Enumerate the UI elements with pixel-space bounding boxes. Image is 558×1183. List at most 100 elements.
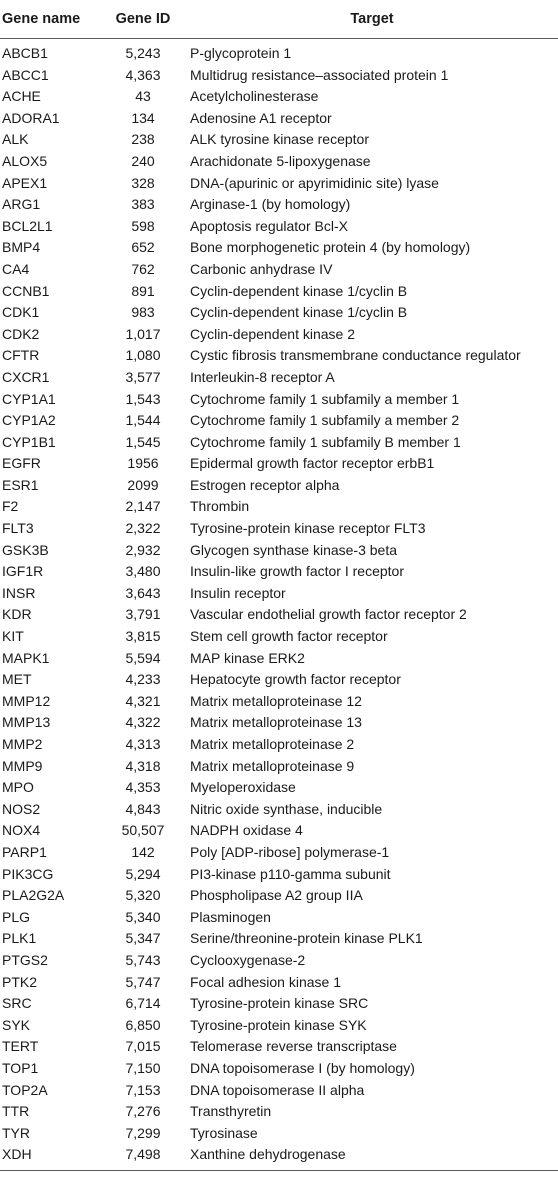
table-row: INSR 3,643 Insulin receptor [0,583,558,605]
table-row: ACHE 43 Acetylcholinesterase [0,86,558,108]
gene-id-cell: 4,313 [125,736,161,752]
gene-id-cell: 3,791 [125,606,161,623]
gene-id-cell: 1,017 [125,325,161,342]
target-cell: Cyclin-dependent kinase 2 [190,325,355,342]
gene-name-cell: ESR1 [2,476,39,493]
table-row: CYP1A2 1,544 Cytochrome family 1 subfamily… [0,410,558,432]
table-row: MAPK1 5,594 MAP kinase ERK2 [0,648,558,670]
gene-name-cell: ALOX5 [2,152,48,169]
gene-id-cell: 238 [131,131,155,148]
target-cell: MAP kinase ERK2 [190,649,305,666]
target-cell: DNA topoisomerase I (by homology) [190,1059,415,1076]
table-row: MMP9 4,318 Matrix metalloproteinase 9 [0,756,558,778]
table-row: PARP1 142 Poly [ADP-ribose] polymerase-1 [0,842,558,864]
table-row: KIT 3,815 Stem cell growth factor receptor [0,626,558,648]
table-row: CDK1 983 Cyclin-dependent kinase 1/cyclin … [0,302,558,324]
gene-id-cell: 4,363 [125,66,161,83]
gene-name-cell: TERT [2,1038,39,1055]
gene-id-cell: 1956 [127,455,159,472]
target-cell: Vascular endothelial growth factor recep… [190,606,467,623]
table-row: F2 2,147 Thrombin [0,496,558,518]
gene-id-cell: 4,322 [125,714,161,731]
gene-name-cell: ADORA1 [2,109,60,126]
gene-name-cell: IGF1R [2,563,44,580]
target-cell: Carbonic anhydrase IV [190,260,333,277]
table-row: MMP12 4,321 Matrix metalloproteinase 12 [0,691,558,713]
gene-name-cell: TOP2A [2,1081,48,1098]
target-cell: Tyrosinase [190,1124,258,1141]
gene-name-cell: TTR [2,1103,30,1120]
gene-name-cell: SYK [2,1016,31,1033]
gene-id-cell: 4,321 [125,692,161,709]
target-cell: Insulin-like growth factor I receptor [190,563,404,580]
gene-name-cell: FLT3 [2,520,34,537]
gene-name-cell: ACHE [2,88,41,105]
gene-name-cell: PTGS2 [2,951,48,968]
target-cell: Cyclin-dependent kinase 1/cyclin B [190,304,408,321]
target-cell: Cytochrome family 1 subfamily B member 1 [190,433,461,450]
table-row: EGFR 1956 Epidermal growth factor receptor… [0,453,558,475]
target-cell: Matrix metalloproteinase 13 [190,714,362,731]
target-cell: Plasminogen [190,908,271,925]
table-row: GSK3B 2,932 Glycogen synthase kinase-3 bet… [0,540,558,562]
gene-name-cell: CCNB1 [2,282,50,299]
table-row: PLK1 5,347 Serine/threonine-protein kinase… [0,928,558,950]
gene-id-cell: 6,850 [125,1016,161,1033]
table-row: PLG 5,340 Plasminogen [0,907,558,929]
table-row: MMP13 4,322 Matrix metalloproteinase 13 [0,712,558,734]
gene-name-cell: MMP12 [2,692,51,709]
target-cell: Interleukin-8 receptor A [190,368,335,385]
table-row: ADORA1 134 Adenosine A1 receptor [0,108,558,130]
target-cell: ALK tyrosine kinase receptor [190,131,369,148]
table-row: TOP2A 7,153 DNA topoisomerase II alpha [0,1080,558,1102]
target-cell: Xanthine dehydrogenase [190,1146,346,1163]
gene-id-cell: 134 [131,109,155,126]
table-row: CYP1A1 1,543 Cytochrome family 1 subfamily… [0,389,558,411]
table-row: APEX1 328 DNA-(apurinic or apyrimidinic si… [0,173,558,195]
gene-name-cell: BMP4 [2,239,41,256]
table-row: PTK2 5,747 Focal adhesion kinase 1 [0,972,558,994]
gene-id-cell: 3,480 [125,563,161,580]
target-cell: Stem cell growth factor receptor [190,628,388,645]
gene-name-cell: F2 [2,498,19,515]
gene-id-cell: 50,507 [121,822,165,839]
gene-name-cell: PIK3CG [2,865,54,882]
gene-id-cell: 1,543 [125,390,161,407]
gene-id-cell: 7,299 [125,1124,161,1141]
target-cell: Bone morphogenetic protein 4 (by homolog… [190,239,471,256]
gene-id-cell: 762 [131,260,155,277]
gene-name-cell: CYP1B1 [2,433,56,450]
table-row: SRC 6,714 Tyrosine-protein kinase SRC [0,993,558,1015]
table-row: TYR 7,299 Tyrosinase [0,1123,558,1145]
gene-id-cell: 7,153 [125,1081,161,1098]
target-cell: Tyrosine-protein kinase receptor FLT3 [190,520,426,537]
gene-id-cell: 5,594 [125,649,161,666]
table-row: IGF1R 3,480 Insulin-like growth factor I r… [0,561,558,583]
table-row: ALK 238 ALK tyrosine kinase receptor [0,129,558,151]
table-header: Gene name Gene ID Target [0,0,558,39]
gene-id-cell: 7,276 [125,1103,161,1120]
gene-id-cell: 983 [131,304,155,321]
table-row: PTGS2 5,743 Cyclooxygenase-2 [0,950,558,972]
gene-id-cell: 3,815 [125,628,161,645]
target-cell: Myeloperoxidase [190,779,296,796]
table-row: MET 4,233 Hepatocyte growth factor recepto… [0,669,558,691]
gene-name-cell: MET [2,671,32,688]
gene-name-cell: MPO [2,779,34,796]
target-cell: Cytochrome family 1 subfamily a member 1 [190,390,460,407]
gene-id-cell: 5,747 [125,973,161,990]
target-cell: Thrombin [190,498,250,515]
gene-name-cell: CYP1A1 [2,390,56,407]
target-cell: Phospholipase A2 group IIA [190,887,363,904]
gene-name-cell: APEX1 [2,174,48,191]
gene-name-cell: MMP2 [2,736,43,752]
table-row: KDR 3,791 Vascular endothelial growth fact… [0,604,558,626]
gene-name-cell: INSR [2,584,36,601]
gene-id-cell: 5,743 [125,951,161,968]
table-row: CDK2 1,017 Cyclin-dependent kinase 2 [0,324,558,346]
gene-name-cell: CYP1A2 [2,412,56,429]
table-row: CA4 762 Carbonic anhydrase IV [0,259,558,281]
gene-id-cell: 4,233 [125,671,161,688]
gene-id-cell: 142 [131,843,155,860]
